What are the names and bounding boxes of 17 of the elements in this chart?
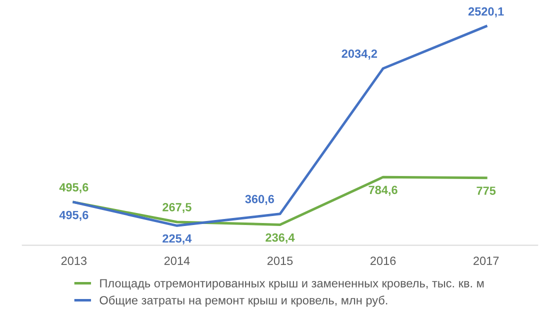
data-label: 360,6 <box>245 194 274 205</box>
legend-label: Общие затраты на ремонт крыш и кровель, млн руб. <box>100 296 388 307</box>
x-tick-label: 2015 <box>267 256 293 266</box>
x-tick-label: 2013 <box>61 256 87 266</box>
data-label: 784,6 <box>368 186 398 196</box>
data-label: 236,4 <box>266 233 295 244</box>
data-label: 775 <box>476 186 496 195</box>
data-label: 495,6 <box>59 210 88 221</box>
x-tick-label: 2014 <box>164 256 190 266</box>
x-tick-label: 2017 <box>474 256 499 266</box>
data-label: 495,6 <box>59 183 88 194</box>
data-label: 225,4 <box>162 234 192 244</box>
legend-label: Площадь отремонтированных крыш и замененных кровель, тыс. кв. м <box>100 279 484 290</box>
x-tick-label: 2016 <box>370 256 396 266</box>
data-label: 267,5 <box>162 202 192 214</box>
data-label: 2520,1 <box>468 7 504 18</box>
data-label: 2034,2 <box>342 50 378 60</box>
